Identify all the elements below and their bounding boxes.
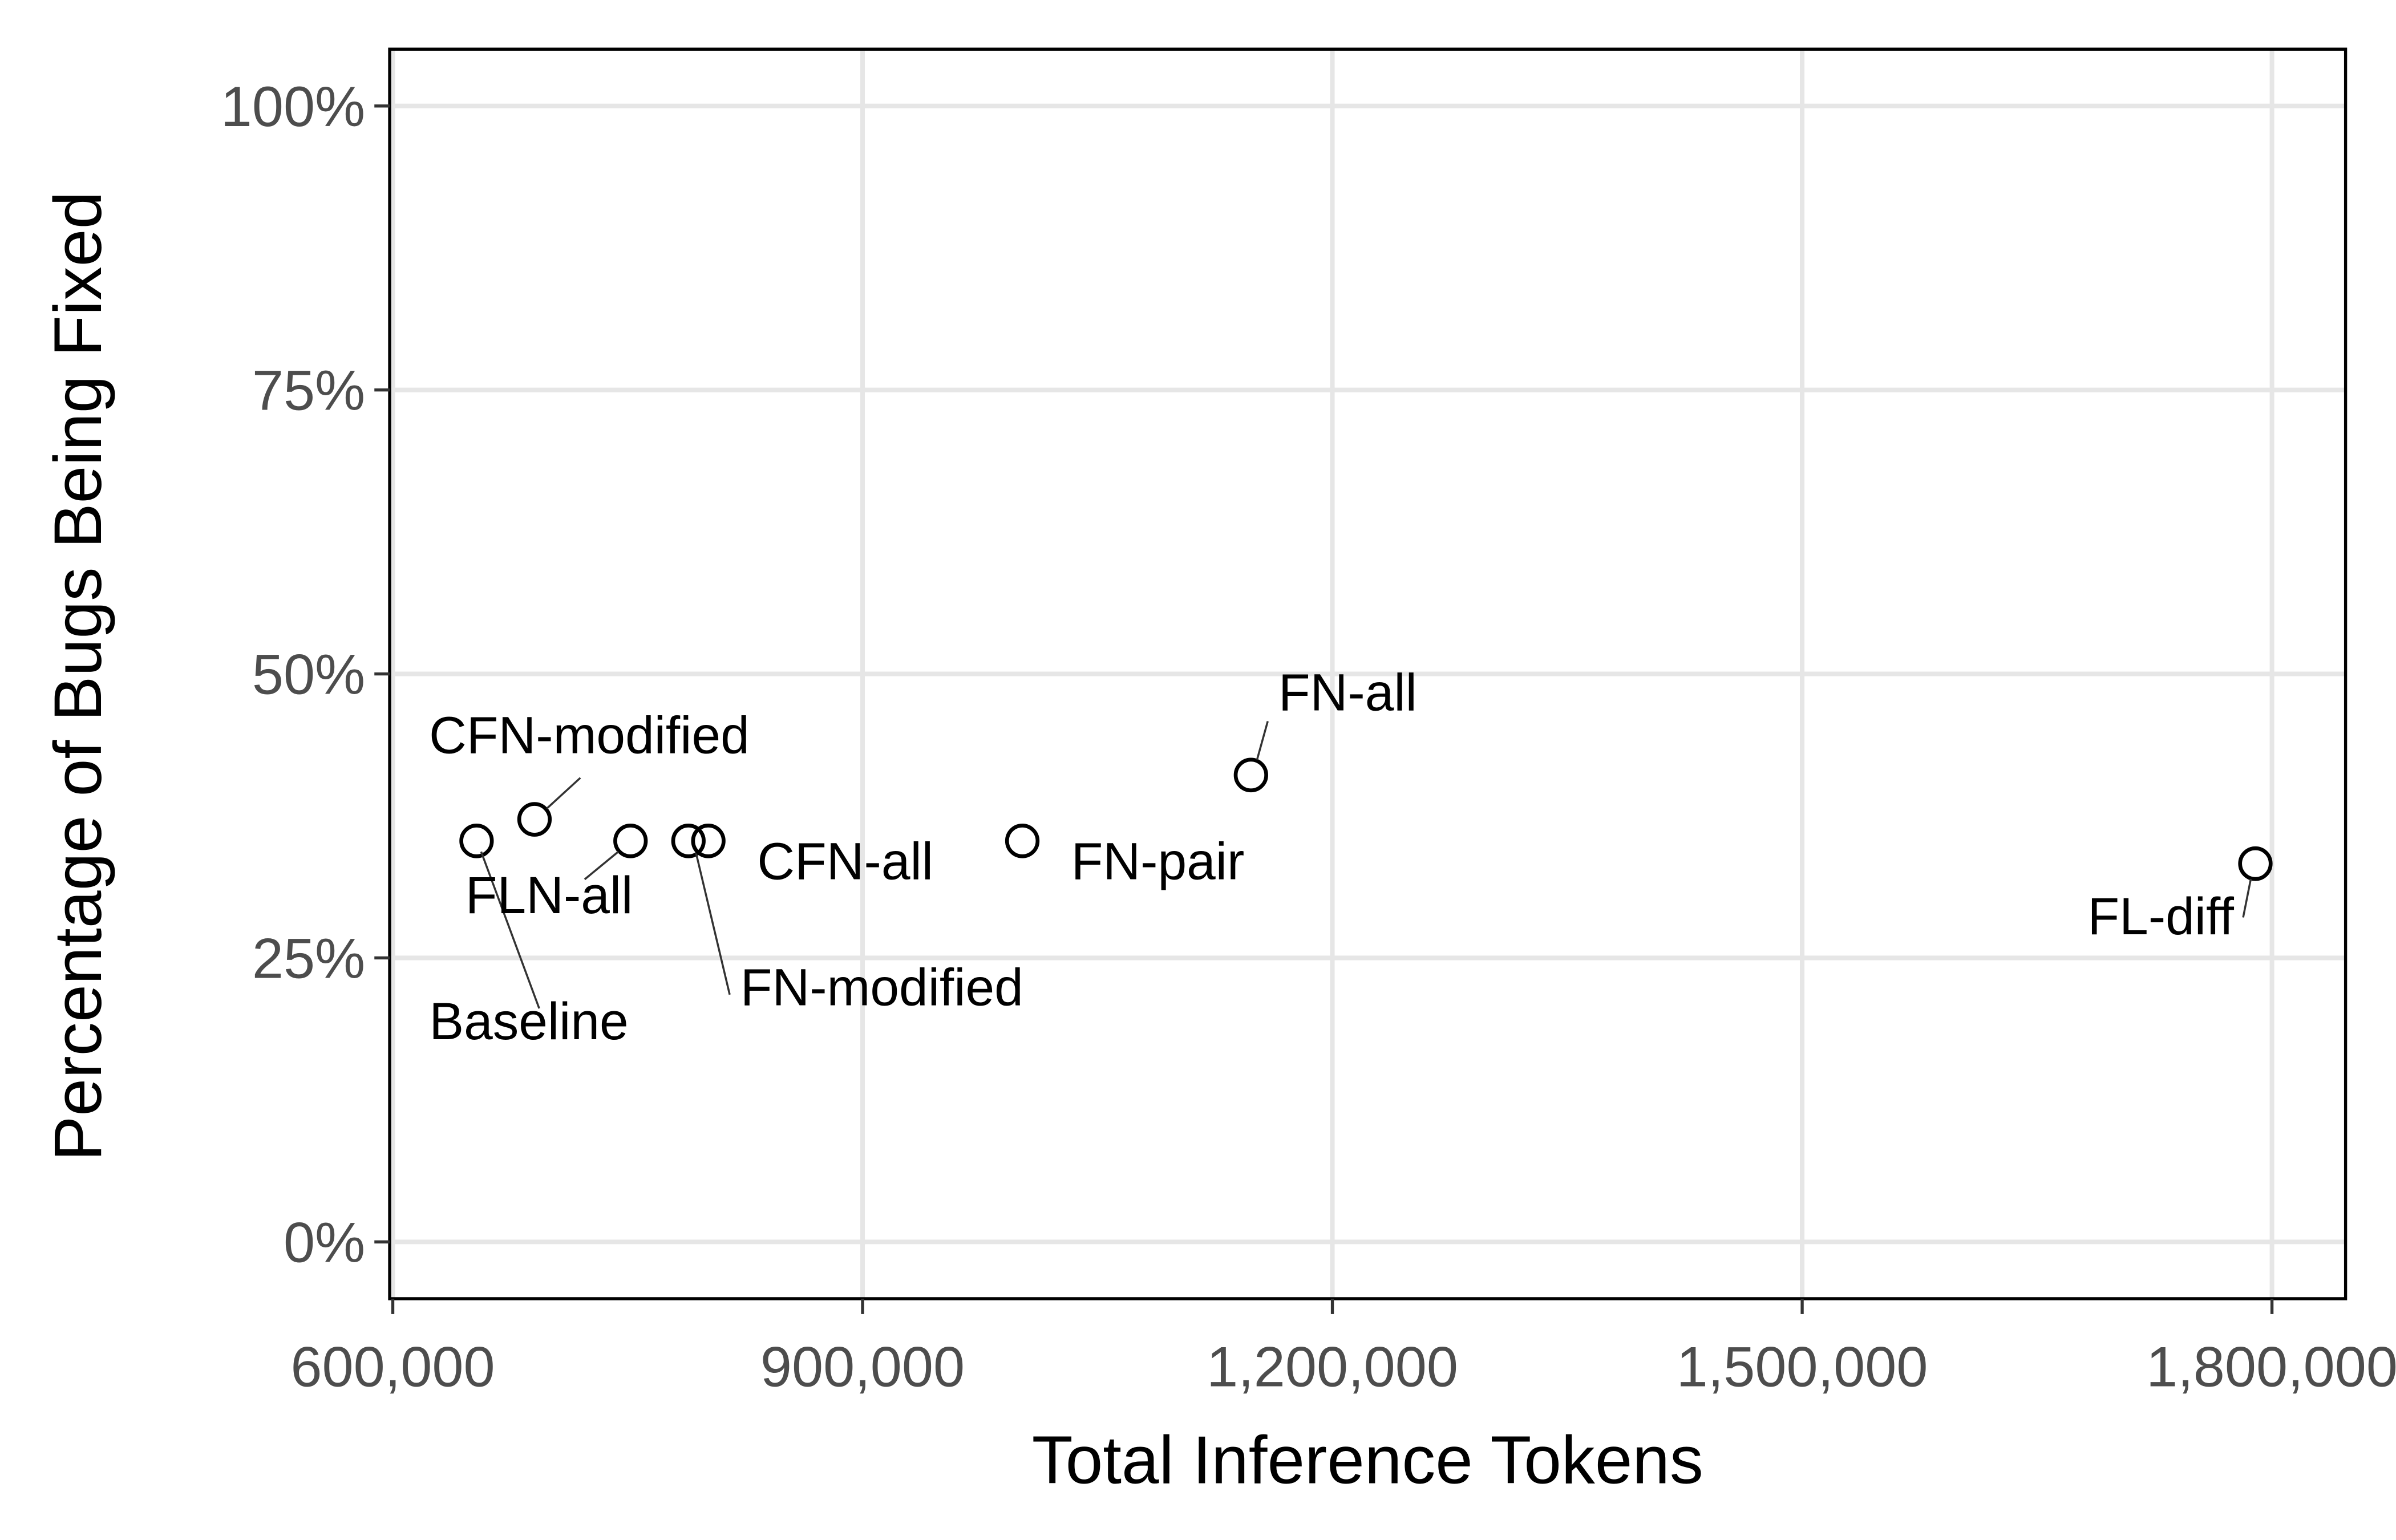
leader-line: [480, 851, 540, 1009]
point-label: FN-modified: [740, 958, 1023, 1016]
point: [613, 824, 648, 858]
point-label: FN-all: [1278, 663, 1417, 722]
point-label: CFN-modified: [429, 706, 750, 764]
y-tick-label: 100%: [221, 75, 365, 139]
y-axis-title: Percentage of Bugs Being Fixed: [41, 191, 116, 1161]
y-tick-label: 75%: [252, 359, 365, 422]
leader-line: [695, 853, 731, 995]
leader-line: [1256, 721, 1269, 760]
point: [1233, 757, 1268, 793]
x-axis-title: Total Inference Tokens: [1032, 1423, 1703, 1498]
leader-line: [584, 850, 619, 881]
leader-line: [2242, 878, 2252, 918]
leader-line: [546, 777, 581, 809]
point-label: Baseline: [429, 992, 628, 1051]
point-label: FL-diff: [2088, 887, 2235, 946]
point: [2238, 846, 2273, 881]
x-tick-label: 1,500,000: [1677, 1335, 1928, 1399]
point: [1005, 824, 1040, 858]
x-tick-label: 600,000: [290, 1335, 495, 1399]
point: [671, 824, 706, 858]
x-tick-label: 1,800,000: [2146, 1335, 2396, 1399]
point: [691, 824, 726, 858]
y-tick-label: 25%: [252, 927, 365, 990]
y-tick-label: 0%: [284, 1211, 365, 1274]
point-label: CFN-all: [757, 832, 933, 890]
grid: [390, 49, 2346, 1299]
point: [459, 824, 494, 858]
point: [517, 802, 552, 837]
point-label: FLN-all: [466, 866, 633, 925]
y-tick-label: 50%: [252, 643, 365, 706]
point-label: FN-pair: [1071, 832, 1245, 890]
x-tick-label: 900,000: [760, 1335, 965, 1399]
x-tick-label: 1,200,000: [1207, 1335, 1458, 1399]
